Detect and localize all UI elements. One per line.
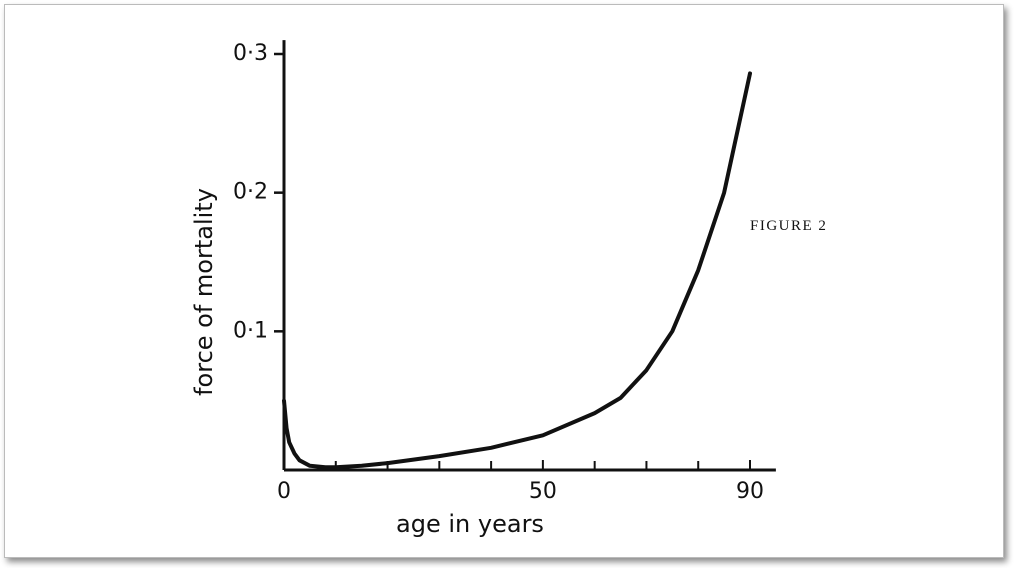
y-axis-label: force of mortality [190, 188, 218, 396]
x-axis-label: age in years [396, 510, 544, 538]
x-tick-label: 90 [736, 479, 764, 504]
figure-frame [4, 4, 1004, 558]
curve [282, 71, 752, 470]
y-tick-label: 0·1 [233, 318, 268, 343]
x-tick-label: 50 [529, 479, 557, 504]
figure-caption: FIGURE 2 [750, 218, 827, 234]
y-tick-label: 0·3 [233, 41, 268, 66]
y-tick-label: 0·2 [233, 180, 268, 205]
x-tick-label: 0 [277, 479, 291, 504]
